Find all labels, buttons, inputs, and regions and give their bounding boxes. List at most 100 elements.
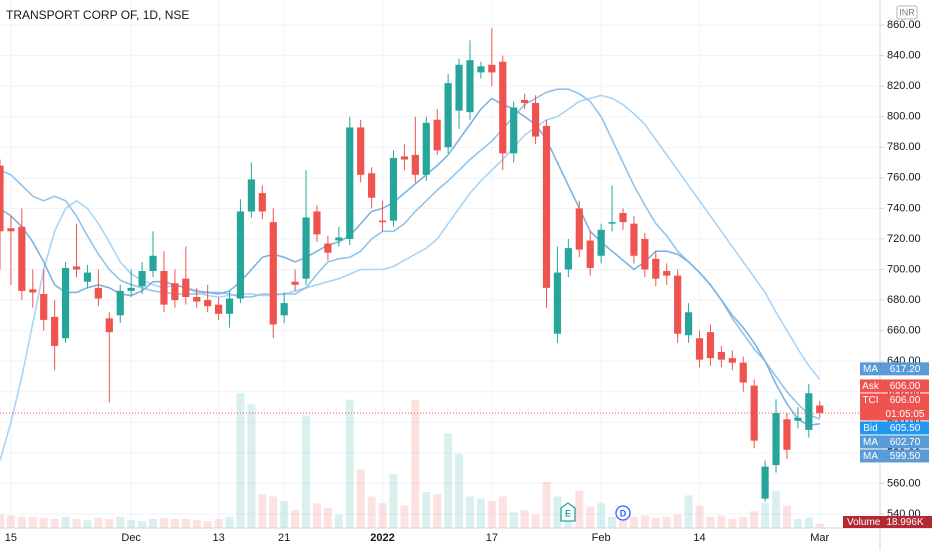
- candle-body: [258, 193, 266, 212]
- volume-bar: [28, 516, 37, 528]
- volume-bar: [72, 519, 81, 528]
- tag-value-box: [881, 421, 929, 435]
- tag-name: Ask: [862, 381, 880, 392]
- candle-body: [739, 362, 747, 383]
- candle-body: [138, 271, 146, 287]
- tag-value: 599.50: [890, 451, 921, 462]
- dividend-marker[interactable]: D: [615, 505, 631, 521]
- volume-bar: [793, 519, 802, 528]
- volume-bar: [433, 494, 442, 528]
- volume-bar: [138, 521, 147, 528]
- volume-bar: [367, 496, 376, 528]
- volume-bar: [531, 514, 540, 528]
- candle-body: [378, 220, 387, 223]
- y-tick-label: 780.00: [887, 141, 921, 153]
- x-tick-label: 15: [5, 532, 17, 544]
- candle-body: [641, 238, 649, 270]
- volume-bar: [159, 517, 168, 528]
- candle-body: [794, 417, 802, 421]
- volume-bar: [345, 399, 354, 528]
- volume-bar: [116, 516, 125, 528]
- candle-body: [313, 211, 321, 235]
- tag-value: 606.00: [890, 395, 921, 406]
- candle-body: [772, 413, 780, 466]
- tag-name: MA: [863, 451, 878, 462]
- candle-body: [586, 240, 594, 268]
- dividend-icon: [615, 505, 631, 521]
- price-tag: MA 599.50: [860, 449, 929, 463]
- volume-bar: [465, 496, 474, 528]
- dividend-label: D: [620, 508, 627, 518]
- candle-body: [116, 290, 124, 316]
- volume-bar: [181, 519, 190, 528]
- volume-bar: [706, 516, 715, 528]
- earnings-icon: [560, 502, 576, 522]
- moving-averages: [0, 88, 821, 461]
- price-tag: TCI 606.00 01:05:05: [860, 393, 929, 421]
- volume-bar: [105, 519, 114, 528]
- volume-bar: [684, 495, 693, 528]
- volume-bar: [356, 469, 365, 528]
- volume-bar: [61, 516, 70, 528]
- earnings-marker[interactable]: E: [560, 502, 576, 522]
- candle-body: [346, 127, 354, 239]
- candle-body: [94, 287, 102, 299]
- volume-bar: [39, 517, 48, 528]
- candle-body: [269, 222, 277, 325]
- volume-bar: [247, 404, 256, 528]
- y-tick-label: 700.00: [887, 263, 921, 275]
- tag-value-box: [881, 435, 929, 449]
- x-tick-label: 21: [278, 532, 290, 544]
- candle-body: [433, 119, 441, 151]
- x-tick-label: 13: [212, 532, 224, 544]
- volume-bar: [750, 511, 759, 528]
- volume-bar: [203, 521, 212, 528]
- candle-body: [510, 107, 518, 154]
- price-tag: Ask 606.00: [860, 379, 929, 393]
- volume-bar: [302, 415, 311, 528]
- candle-body: [684, 312, 693, 336]
- volume-bar: [553, 496, 562, 528]
- candle-body: [783, 419, 791, 450]
- candle-body: [706, 332, 715, 359]
- volume-bar: [236, 393, 245, 528]
- volume-bar: [717, 515, 726, 528]
- volume-bar: [291, 510, 300, 528]
- y-tick-label: 760.00: [887, 172, 921, 184]
- y-tick-label: 660.00: [887, 325, 921, 337]
- candle-body: [531, 102, 540, 137]
- candle-body: [40, 293, 48, 320]
- candle-body: [368, 173, 376, 198]
- tag-name-box: [860, 435, 881, 449]
- candle-body: [302, 217, 310, 279]
- volume-bar: [662, 516, 671, 528]
- candle-body: [215, 304, 223, 314]
- candle-body: [149, 255, 157, 272]
- x-tick-label: Feb: [592, 532, 611, 544]
- candle-body: [29, 289, 37, 293]
- tag-name-box: [860, 379, 881, 393]
- y-tick-label: 840.00: [887, 50, 921, 62]
- candle-body: [51, 316, 59, 346]
- currency-box[interactable]: [896, 5, 918, 20]
- candle-body: [171, 283, 179, 301]
- candle-body: [564, 248, 572, 270]
- candle-body: [630, 223, 638, 256]
- tag-value-box: [881, 393, 929, 421]
- volume-bar: [815, 523, 824, 528]
- y-tick-label: 860.00: [887, 19, 921, 31]
- candles: [0, 28, 880, 502]
- volume-bar: [476, 498, 485, 528]
- candle-body: [411, 154, 419, 175]
- x-tick-label: 17: [486, 532, 498, 544]
- candle-body: [728, 358, 736, 363]
- volume-bar: [17, 516, 26, 528]
- volume-bar: [487, 501, 496, 528]
- tag-value-box: [881, 379, 929, 393]
- tag-name: MA: [863, 437, 878, 448]
- candle-body: [422, 122, 430, 175]
- x-tick-label: 2022: [370, 532, 394, 544]
- candle-body: [400, 156, 409, 160]
- volume-bar: [280, 501, 289, 528]
